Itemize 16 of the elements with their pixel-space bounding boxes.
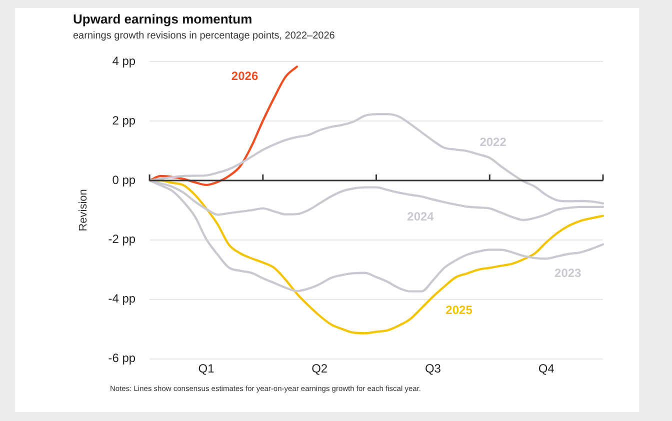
y-tick-label: -6 pp: [108, 351, 136, 366]
x-tick-label: Q3: [424, 361, 442, 376]
y-tick-label: -2 pp: [108, 232, 136, 246]
y-tick-label: 4 pp: [112, 54, 136, 68]
line-series: [148, 66, 298, 186]
series-label: 2026: [231, 69, 258, 84]
x-tick-label: Q4: [538, 361, 555, 376]
y-axis-title: Revision: [78, 189, 90, 232]
y-tick-label: -4 pp: [108, 292, 136, 306]
y-tick-label: 0 pp: [112, 172, 136, 187]
x-tick-label: Q1: [198, 361, 215, 376]
y-tick-label: 2 pp: [112, 113, 136, 128]
chart-title: Upward earnings momentum: [73, 11, 252, 26]
chart-subtitle: earnings growth revisions in percentage points, 2022–2026: [73, 30, 336, 42]
series-label: 2025: [446, 302, 473, 317]
x-tick-label: Q2: [312, 361, 328, 376]
